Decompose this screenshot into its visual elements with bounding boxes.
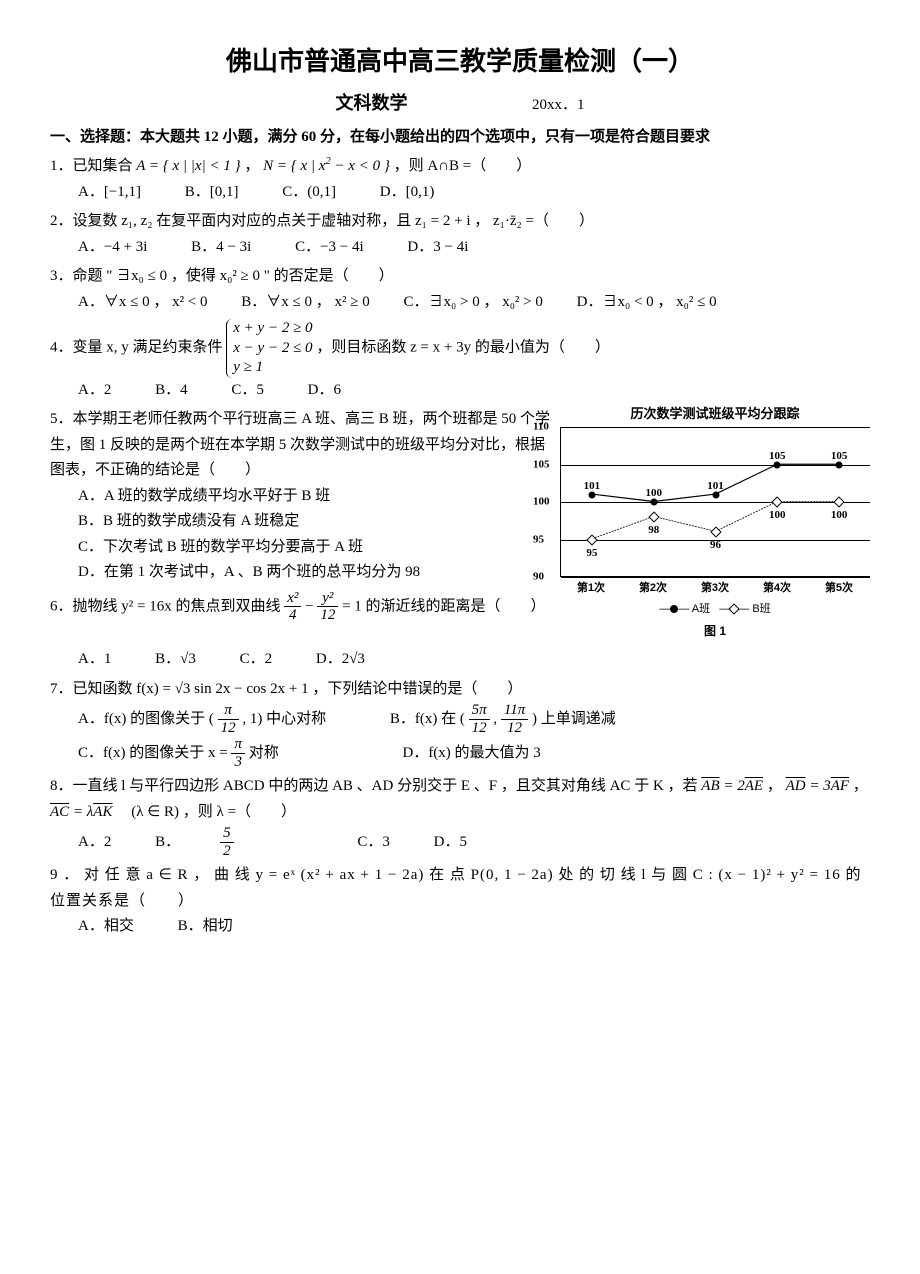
legend-label-a: A班 — [692, 603, 710, 615]
q6-opt-C: C．2 — [240, 647, 273, 673]
q8-opt-D: D．5 — [434, 830, 467, 856]
q4-sys-1: x + y − 2 ≥ 0 — [233, 320, 312, 336]
section-1-heading: 一、选择题：本大题共 12 小题，满分 60 分，在每小题给出的四个选项中，只有… — [50, 125, 870, 151]
q2-opt-B: B．4 − 3i — [191, 235, 251, 261]
q6-opt-D: D．2√3 — [316, 647, 365, 673]
chart-caption: 图 1 — [560, 621, 870, 641]
q7-opt-B: B．f(x) 在 ( 5π12 , 11π12 ) 上单调递减 — [390, 711, 616, 727]
q4-opt-D: D．6 — [308, 378, 341, 404]
question-9: 9 ． 对 任 意 a ∈ R ， 曲 线 y = eˣ (x² + ax + … — [50, 863, 870, 914]
question-8: 8．一直线 l 与平行四边形 ABCD 中的两边 AB 、AD 分别交于 E 、… — [50, 774, 870, 825]
q3-opt-C: C．∃x₀ > 0 ， x₀² > 0 — [404, 290, 543, 316]
chart-legend: —— A班 —— B班 — [560, 600, 870, 619]
q4-constraint-system: x + y − 2 ≥ 0 x − y − 2 ≤ 0 y ≥ 1 — [226, 319, 312, 378]
exam-subtitle: 文科数学 20xx．1 — [50, 88, 870, 119]
q9-options: A．相交 B．相切 — [78, 914, 870, 940]
q7-opt-A: A．f(x) 的图像关于 ( π12 , 1) 中心对称 — [78, 711, 330, 727]
q4-opt-C: C．5 — [231, 378, 264, 404]
q1-stem-pre: 1．已知集合 — [50, 158, 136, 174]
q8-vec-AC: AC — [50, 804, 69, 820]
q7-row-1: A．f(x) 的图像关于 ( π12 , 1) 中心对称 B．f(x) 在 ( … — [78, 702, 870, 736]
q7-opt-D: D．f(x) 的最大值为 3 — [402, 745, 540, 761]
figure-1: 历次数学测试班级平均分跟踪 90951001051101011001011051… — [560, 403, 870, 641]
q8-opt-B: B．52 — [155, 825, 314, 859]
subject: 文科数学 — [335, 93, 407, 113]
q6-minus: − — [305, 598, 317, 614]
q6-frac-1: x²4 — [284, 590, 301, 624]
q1-stem-post: ，则 A∩B =（ ） — [394, 158, 532, 174]
q8-vec-AB: AB — [701, 778, 719, 794]
legend-label-b: B班 — [752, 603, 770, 615]
q4-opt-A: A．2 — [78, 378, 111, 404]
q6-opt-B: B．√3 — [155, 647, 196, 673]
q1-set-N: N = { x | x2 − x < 0 } — [263, 158, 390, 174]
q8-options: A．2 B．52 C．3 D．5 — [78, 825, 870, 859]
chart-title: 历次数学测试班级平均分跟踪 — [560, 403, 870, 425]
q3-opt-A: A．∀x ≤ 0 ， x² < 0 — [78, 290, 208, 316]
q8-opt-A: A．2 — [78, 830, 111, 856]
q4-options: A．2 B．4 C．5 D．6 — [78, 378, 870, 404]
legend-marker-b — [729, 603, 740, 614]
q8-vec-AF: AF — [831, 778, 849, 794]
q6-options: A．1 B．√3 C．2 D．2√3 — [78, 647, 870, 673]
q1-opt-C: C．(0,1] — [282, 180, 336, 206]
question-2: 2．设复数 z₁, z₂ 在复平面内对应的点关于虚轴对称，且 z₁ = 2 + … — [50, 209, 870, 235]
q6-stem-pre: 6．抛物线 y² = 16x 的焦点到双曲线 — [50, 598, 284, 614]
legend-marker-a — [670, 605, 678, 613]
q3-options: A．∀x ≤ 0 ， x² < 0 B．∀x ≤ 0 ， x² ≥ 0 C．∃x… — [78, 290, 870, 316]
chart-plot-area: 9095100105110101100101105105959896100100 — [560, 427, 870, 577]
question-3: 3．命题 " ∃x₀ ≤ 0 ，使得 x₀² ≥ 0 " 的否定是（ ） — [50, 264, 870, 290]
q4-stem-post: ，则目标函数 z = x + 3y 的最小值为（ ） — [316, 340, 610, 356]
q1-set-A: A = { x | |x| < 1 } — [136, 158, 240, 174]
q8-tail: (λ ∈ R) ，则 λ =（ ） — [116, 804, 296, 820]
q4-sys-3: y ≥ 1 — [233, 359, 263, 375]
q1-comma: ， — [244, 158, 259, 174]
q9-opt-B: B．相切 — [178, 914, 233, 940]
q7-opt-C: C．f(x) 的图像关于 x = π3 对称 — [78, 745, 282, 761]
chart-x-axis: 第1次第2次第3次第4次第5次 — [560, 579, 870, 598]
q2-opt-C: C．−3 − 4i — [295, 235, 364, 261]
q1-opt-A: A．[−1,1] — [78, 180, 141, 206]
q1-opt-D: D．[0,1) — [380, 180, 435, 206]
q6-opt-A: A．1 — [78, 647, 111, 673]
q7-row-2: C．f(x) 的图像关于 x = π3 对称 D．f(x) 的最大值为 3 — [78, 736, 870, 770]
q6-stem-post: = 1 的渐近线的距离是（ ） — [342, 598, 545, 614]
q8-vec-AK: AK — [93, 804, 112, 820]
q2-options: A．−4 + 3i B．4 − 3i C．−3 − 4i D．3 − 4i — [78, 235, 870, 261]
q6-frac-2: y²12 — [317, 590, 338, 624]
q3-opt-B: B．∀x ≤ 0 ， x² ≥ 0 — [241, 290, 369, 316]
question-5: 5．本学期王老师任教两个平行班高三 A 班、高三 B 班，两个班都是 50 个学… — [50, 407, 550, 484]
exam-title: 佛山市普通高中高三教学质量检测（一） — [50, 40, 870, 84]
q8-opt-C: C．3 — [357, 830, 390, 856]
q2-opt-D: D．3 − 4i — [407, 235, 468, 261]
q4-stem-pre: 4．变量 x, y 满足约束条件 — [50, 340, 226, 356]
q9-opt-A: A．相交 — [78, 914, 134, 940]
q8-vec-AE: AE — [745, 778, 763, 794]
q3-opt-D: D．∃x₀ < 0 ， x₀² ≤ 0 — [577, 290, 717, 316]
question-4: 4．变量 x, y 满足约束条件 x + y − 2 ≥ 0 x − y − 2… — [50, 319, 870, 378]
q8-vec-AD: AD — [786, 778, 806, 794]
question-1: 1．已知集合 A = { x | |x| < 1 } ， N = { x | x… — [50, 154, 870, 180]
q1-opt-B: B．[0,1] — [185, 180, 239, 206]
q8-stem: 8．一直线 l 与平行四边形 ABCD 中的两边 AB 、AD 分别交于 E 、… — [50, 778, 701, 794]
question-7: 7．已知函数 f(x) = √3 sin 2x − cos 2x + 1 ，下列… — [50, 677, 870, 703]
exam-date: 20xx．1 — [532, 93, 585, 119]
q4-sys-2: x − y − 2 ≤ 0 — [233, 340, 312, 356]
q4-opt-B: B．4 — [155, 378, 188, 404]
q1-options: A．[−1,1] B．[0,1] C．(0,1] D．[0,1) — [78, 180, 870, 206]
q2-opt-A: A．−4 + 3i — [78, 235, 147, 261]
